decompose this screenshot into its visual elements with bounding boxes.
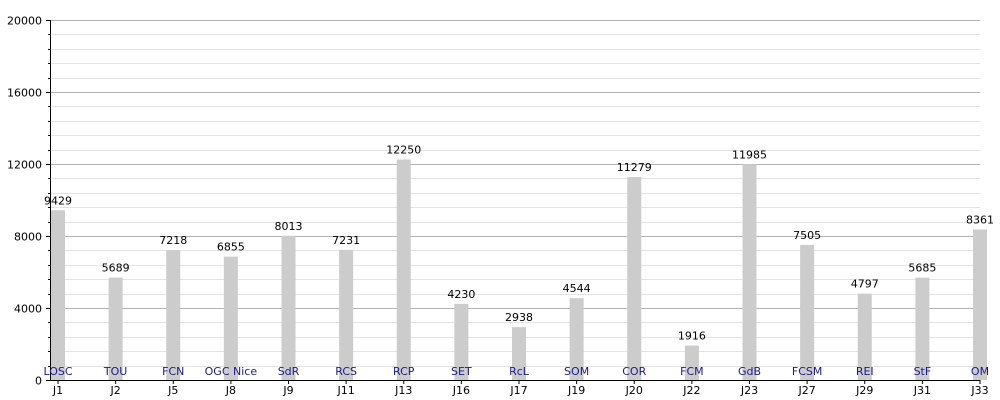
team-label: OM bbox=[971, 365, 989, 378]
x-tick-label: J11 bbox=[337, 384, 355, 397]
team-label: OGC Nice bbox=[205, 365, 258, 378]
bar-j8 bbox=[223, 256, 238, 380]
x-tick-label: J13 bbox=[394, 384, 412, 397]
bar-j9 bbox=[281, 235, 296, 380]
bar-j23 bbox=[742, 164, 757, 380]
x-tick-label: J16 bbox=[452, 384, 470, 397]
team-label: SET bbox=[451, 365, 472, 378]
data-label: 4230 bbox=[447, 288, 475, 301]
data-label: 4797 bbox=[851, 278, 879, 291]
x-tick-label: J2 bbox=[110, 384, 121, 397]
data-label: 7505 bbox=[793, 229, 821, 242]
x-tick-label: J5 bbox=[167, 384, 178, 397]
y-tick-label: 0 bbox=[35, 375, 42, 388]
data-label: 11279 bbox=[617, 161, 652, 174]
data-label: 9429 bbox=[44, 194, 72, 207]
team-label: FCN bbox=[162, 365, 184, 378]
bar-j1 bbox=[51, 210, 65, 380]
team-label: TOU bbox=[103, 365, 127, 378]
data-label: 8361 bbox=[966, 214, 994, 227]
data-label: 11985 bbox=[732, 148, 767, 161]
data-label: 7231 bbox=[332, 234, 360, 247]
y-tick-label: 8000 bbox=[14, 231, 42, 244]
team-label: COR bbox=[622, 365, 646, 378]
x-tick-label: J31 bbox=[913, 384, 931, 397]
bar-j19 bbox=[569, 298, 584, 380]
y-tick-label: 12000 bbox=[7, 159, 42, 172]
bar-j22 bbox=[684, 345, 699, 380]
bar-j2 bbox=[108, 277, 123, 380]
team-label: GdB bbox=[738, 365, 761, 378]
x-tick-label: J20 bbox=[625, 384, 643, 397]
bar-j27 bbox=[800, 244, 815, 380]
axes: 0 4000 8000 12000 16000 20000 J1 J2 J5 J8 J9 J11 J13… bbox=[7, 15, 989, 398]
bar-j13 bbox=[396, 159, 411, 380]
y-tick-label: 16000 bbox=[7, 87, 42, 100]
x-tick-label: J29 bbox=[855, 384, 873, 397]
team-label: StF bbox=[914, 365, 932, 378]
y-tick-label: 20000 bbox=[7, 15, 42, 28]
data-label: 4544 bbox=[563, 282, 591, 295]
bar-j29 bbox=[857, 293, 872, 380]
bars bbox=[51, 159, 987, 380]
bar-j31 bbox=[915, 277, 930, 380]
bar-j5 bbox=[166, 250, 181, 380]
data-label: 12250 bbox=[386, 144, 421, 157]
team-label: FCSM bbox=[792, 365, 822, 378]
x-tick-label: J23 bbox=[740, 384, 758, 397]
team-label: REI bbox=[856, 365, 874, 378]
bar-j33 bbox=[973, 229, 987, 380]
labels: 9429 LOSC 5689 TOU 7218 FCN 6855 OGC Nice 8013 Sd… bbox=[43, 144, 994, 379]
team-label: SdR bbox=[278, 365, 300, 378]
team-label: LOSC bbox=[43, 365, 72, 378]
team-label: SOM bbox=[564, 365, 589, 378]
team-label: RCP bbox=[393, 365, 415, 378]
data-label: 5685 bbox=[908, 262, 936, 275]
grid bbox=[50, 20, 980, 367]
data-label: 1916 bbox=[678, 330, 706, 343]
data-label: 6855 bbox=[217, 241, 245, 254]
x-tick-label: J17 bbox=[509, 384, 527, 397]
data-label: 2938 bbox=[505, 311, 533, 324]
x-tick-label: J8 bbox=[225, 384, 236, 397]
data-label: 7218 bbox=[159, 234, 187, 247]
x-tick-label: J1 bbox=[52, 384, 63, 397]
bar-j16 bbox=[454, 303, 469, 380]
x-tick-label: J9 bbox=[282, 384, 293, 397]
bar-j11 bbox=[339, 249, 354, 380]
team-label: FCM bbox=[680, 365, 704, 378]
team-label: RCS bbox=[335, 365, 357, 378]
x-tick-label: J19 bbox=[567, 384, 585, 397]
data-label: 8013 bbox=[275, 220, 303, 233]
data-label: 5689 bbox=[102, 262, 130, 275]
x-tick-label: J22 bbox=[682, 384, 700, 397]
x-tick-label: J33 bbox=[970, 384, 988, 397]
bar-j20 bbox=[627, 176, 642, 380]
y-tick-label: 4000 bbox=[14, 303, 42, 316]
x-tick-label: J27 bbox=[798, 384, 816, 397]
bar-j17 bbox=[512, 327, 526, 380]
team-label: RcL bbox=[509, 365, 530, 378]
